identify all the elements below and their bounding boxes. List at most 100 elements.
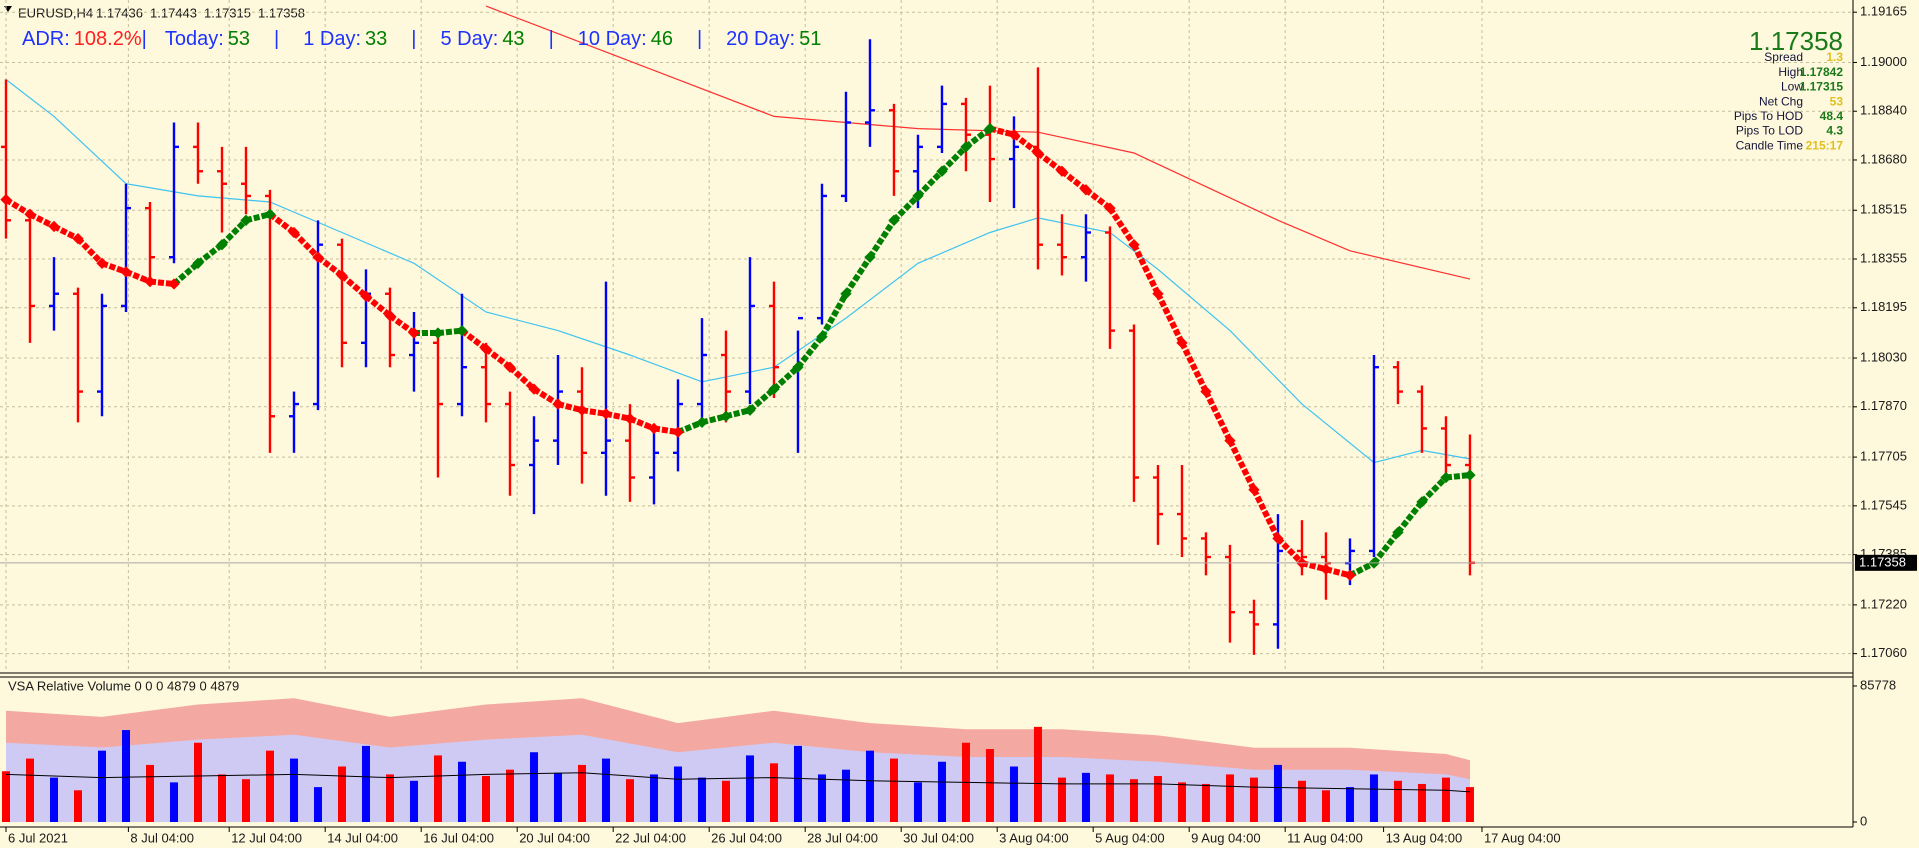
adr-label: 10 Day: xyxy=(577,28,647,50)
volume-bar xyxy=(577,764,586,822)
volume-bar xyxy=(841,769,850,822)
trend-segment xyxy=(460,328,488,352)
volume-bar xyxy=(1345,787,1354,822)
volume-bar xyxy=(193,742,202,822)
x-tick-label: 30 Jul 04:00 xyxy=(903,830,974,845)
volume-bar xyxy=(505,769,514,822)
volume-bar xyxy=(361,745,370,822)
info-label: Candle Time xyxy=(1736,138,1804,152)
x-tick-label: 11 Aug 04:00 xyxy=(1287,830,1363,845)
x-tick-label: 16 Jul 04:00 xyxy=(423,830,494,845)
trend-segment xyxy=(1012,132,1040,156)
header-price: 1.17443 xyxy=(150,5,197,20)
x-tick-label: 26 Jul 04:00 xyxy=(711,830,782,845)
y-tick-label: 1.18030 xyxy=(1860,349,1907,364)
volume-bar xyxy=(937,761,946,822)
trend-segment xyxy=(532,386,560,407)
trend-dot xyxy=(504,361,516,373)
adr-label: Today: xyxy=(164,28,224,50)
trend-segment xyxy=(1203,390,1233,442)
volume-bar xyxy=(409,780,418,822)
trend-dot xyxy=(864,251,876,263)
trend-dot xyxy=(1152,288,1164,300)
volume-bar xyxy=(649,774,658,822)
x-tick-label: 5 Aug 04:00 xyxy=(1095,830,1164,845)
x-tick-label: 22 Jul 04:00 xyxy=(615,830,686,845)
adr-value: 33 xyxy=(365,28,388,50)
volume-bar xyxy=(217,774,226,822)
volume-bar xyxy=(697,777,706,822)
trend-segment xyxy=(75,236,105,266)
trend-segment xyxy=(1395,500,1425,535)
y-tick-label: 1.17870 xyxy=(1860,398,1907,413)
x-tick-label: 12 Jul 04:00 xyxy=(231,830,302,845)
volume-bar xyxy=(1297,780,1306,822)
trend-dot xyxy=(144,275,156,288)
trend-dot xyxy=(1416,496,1428,508)
volume-bar xyxy=(1441,777,1450,822)
trend-dot xyxy=(960,141,972,153)
trend-segment xyxy=(364,293,392,319)
volume-bar xyxy=(1177,782,1186,822)
trend-segment xyxy=(795,334,825,370)
y-tick-label: 1.17060 xyxy=(1860,645,1907,660)
trend-dot xyxy=(888,214,900,226)
info-label: Pips To LOD xyxy=(1736,124,1803,138)
volume-bar xyxy=(169,782,178,822)
trend-dot xyxy=(408,327,420,339)
volume-bar xyxy=(337,766,346,822)
y-tick-label: 1.17545 xyxy=(1860,497,1907,512)
info-value: 53 xyxy=(1830,94,1844,108)
volume-bar xyxy=(1273,764,1282,822)
plot xyxy=(0,0,1853,671)
trend-dot xyxy=(696,416,708,429)
trend-dot xyxy=(1224,434,1236,447)
trend-segment xyxy=(28,211,56,230)
trend-dot xyxy=(1272,532,1284,545)
trend-segment xyxy=(1419,475,1449,504)
volume-bar xyxy=(817,774,826,822)
menu-arrow[interactable] xyxy=(4,6,12,12)
info-value: 1.3 xyxy=(1826,50,1843,64)
volume-bar xyxy=(73,790,82,822)
x-tick-label: 13 Aug 04:00 xyxy=(1386,830,1463,845)
trend-dot xyxy=(1440,471,1452,484)
trend-dot xyxy=(384,310,396,322)
trend-segment xyxy=(388,313,416,336)
adr-label: 5 Day: xyxy=(440,28,499,50)
volume-bar xyxy=(289,758,298,822)
y-tick-label: 1.19165 xyxy=(1860,4,1907,19)
trend-dot xyxy=(624,413,636,425)
trend-dot xyxy=(1056,165,1068,177)
volume-bar xyxy=(97,750,106,822)
volume-bar xyxy=(1249,777,1258,822)
trend-dot xyxy=(192,257,204,269)
volume-bar xyxy=(1,771,10,822)
volume-bar xyxy=(481,776,490,822)
adr-separator: | xyxy=(141,28,147,50)
adr-value: 108.2% xyxy=(73,28,142,50)
y-tick-label: 1.18355 xyxy=(1860,250,1907,265)
y-tick-label: 1.18680 xyxy=(1860,151,1907,166)
volume-bar xyxy=(1201,783,1210,822)
trend-segment xyxy=(316,254,344,278)
trend-dot xyxy=(456,324,468,337)
trend-dot xyxy=(312,251,324,263)
x-tick-label: 8 Jul 04:00 xyxy=(130,830,194,845)
volume-bar xyxy=(457,761,466,822)
volume-bar xyxy=(1129,779,1138,822)
x-tick-label: 3 Aug 04:00 xyxy=(999,830,1068,845)
volume-bar xyxy=(745,755,754,822)
trend-dot xyxy=(936,165,948,177)
adr-label: ADR: xyxy=(22,28,70,50)
y-tick-label: 85778 xyxy=(1860,677,1896,692)
volume-bar xyxy=(1465,787,1474,822)
header-price: 1.17315 xyxy=(204,5,251,20)
trend-segment xyxy=(1371,530,1401,565)
volume-bar xyxy=(625,779,634,822)
volume-bar xyxy=(1369,774,1378,822)
info-label: Pips To HOD xyxy=(1734,109,1803,123)
trend-dot xyxy=(816,331,828,343)
